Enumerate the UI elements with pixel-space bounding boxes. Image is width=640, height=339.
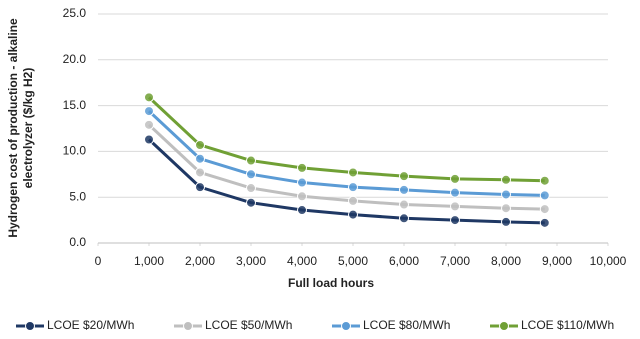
point <box>144 92 154 103</box>
point <box>399 184 409 195</box>
x-tick-label: 1,000 <box>134 254 164 268</box>
y-tick-label: 10.0 <box>63 144 87 158</box>
point <box>348 167 358 178</box>
legend-label: LCOE $80/MWh <box>363 318 450 332</box>
point <box>144 106 154 117</box>
point <box>195 167 205 178</box>
point <box>246 183 256 194</box>
y-tick-label: 0.0 <box>69 235 86 249</box>
x-tick-label: 9,000 <box>542 254 572 268</box>
legend-label: LCOE $110/MWh <box>521 318 614 332</box>
point <box>348 209 358 220</box>
point <box>501 174 511 185</box>
x-tick-label: 4,000 <box>287 254 317 268</box>
point <box>399 213 409 224</box>
series-line <box>147 138 545 225</box>
point <box>195 139 205 150</box>
series-line <box>147 109 545 197</box>
point <box>450 215 460 226</box>
series-line <box>147 123 545 211</box>
point <box>450 201 460 212</box>
point <box>450 173 460 184</box>
point <box>501 203 511 214</box>
y-axis-label-line: electrolyzer ($/kg H2) <box>21 68 35 189</box>
point <box>246 197 256 208</box>
y-tick-label: 20.0 <box>63 52 87 66</box>
x-tick-label: 3,000 <box>236 254 266 268</box>
x-tick-label: 10,000 <box>590 254 627 268</box>
x-tick-label: 5,000 <box>338 254 368 268</box>
x-tick-label: 8,000 <box>491 254 521 268</box>
series-line <box>147 96 545 183</box>
y-tick-label: 25.0 <box>63 6 87 20</box>
point <box>501 189 511 200</box>
x-tick-label: 0 <box>95 254 102 268</box>
legend-label: LCOE $50/MWh <box>205 318 292 332</box>
y-axis-label: Hydrogen cost of production - alkaline e… <box>6 18 35 238</box>
y-axis-label-line: Hydrogen cost of production - alkaline <box>6 18 20 238</box>
legend-marker <box>183 321 193 331</box>
point <box>297 162 307 173</box>
point <box>501 216 511 227</box>
point <box>297 191 307 202</box>
legend-marker <box>341 321 351 331</box>
point <box>195 182 205 193</box>
point <box>246 155 256 166</box>
point <box>539 204 550 215</box>
x-tick-label: 2,000 <box>185 254 215 268</box>
point <box>539 190 550 201</box>
point <box>539 175 550 186</box>
point <box>144 134 154 145</box>
point <box>297 177 307 188</box>
point <box>450 187 460 198</box>
legend-label: LCOE $20/MWh <box>47 318 134 332</box>
point <box>539 217 550 228</box>
y-tick-label: 15.0 <box>63 98 87 112</box>
x-tick-label: 6,000 <box>389 254 419 268</box>
point <box>297 205 307 216</box>
point <box>399 171 409 182</box>
x-tick-label: 7,000 <box>440 254 470 268</box>
point <box>348 182 358 193</box>
point <box>348 195 358 206</box>
x-axis-label: Full load hours <box>288 276 374 290</box>
point <box>195 153 205 164</box>
legend-marker <box>25 321 35 331</box>
point <box>399 199 409 210</box>
point <box>144 119 154 130</box>
legend-marker <box>499 321 509 331</box>
y-tick-label: 5.0 <box>69 189 86 203</box>
point <box>246 169 256 180</box>
